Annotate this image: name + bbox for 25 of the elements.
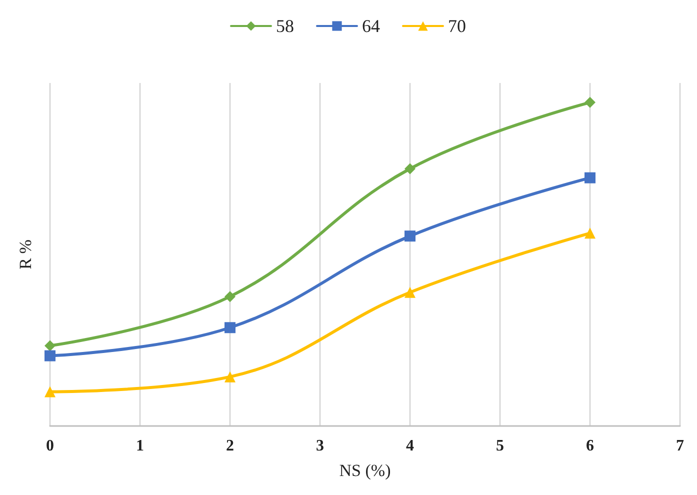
x-tick-label: 2 — [226, 438, 234, 454]
x-tick-label: 3 — [316, 438, 324, 454]
point — [224, 371, 236, 382]
x-tick-label: 7 — [676, 438, 684, 454]
y-axis-title: R % — [16, 240, 35, 270]
x-tick-label: 4 — [406, 438, 414, 454]
point — [404, 286, 416, 298]
point — [404, 163, 416, 174]
x-tick-label: 5 — [496, 438, 504, 454]
point — [44, 350, 56, 362]
point — [224, 322, 236, 334]
point — [584, 228, 596, 239]
point — [584, 96, 596, 108]
point — [584, 172, 596, 184]
point — [44, 340, 56, 352]
legend-label: 70 — [448, 16, 466, 36]
x-tick-label: 0 — [46, 438, 54, 454]
x-axis-title: NS (%) — [339, 461, 391, 480]
point — [404, 230, 416, 242]
legend-label: 58 — [276, 16, 294, 36]
x-tick-label: 1 — [136, 438, 144, 454]
legend-label: 64 — [362, 16, 380, 36]
point — [44, 386, 56, 398]
x-tick-label: 6 — [586, 438, 594, 454]
point — [224, 291, 236, 302]
